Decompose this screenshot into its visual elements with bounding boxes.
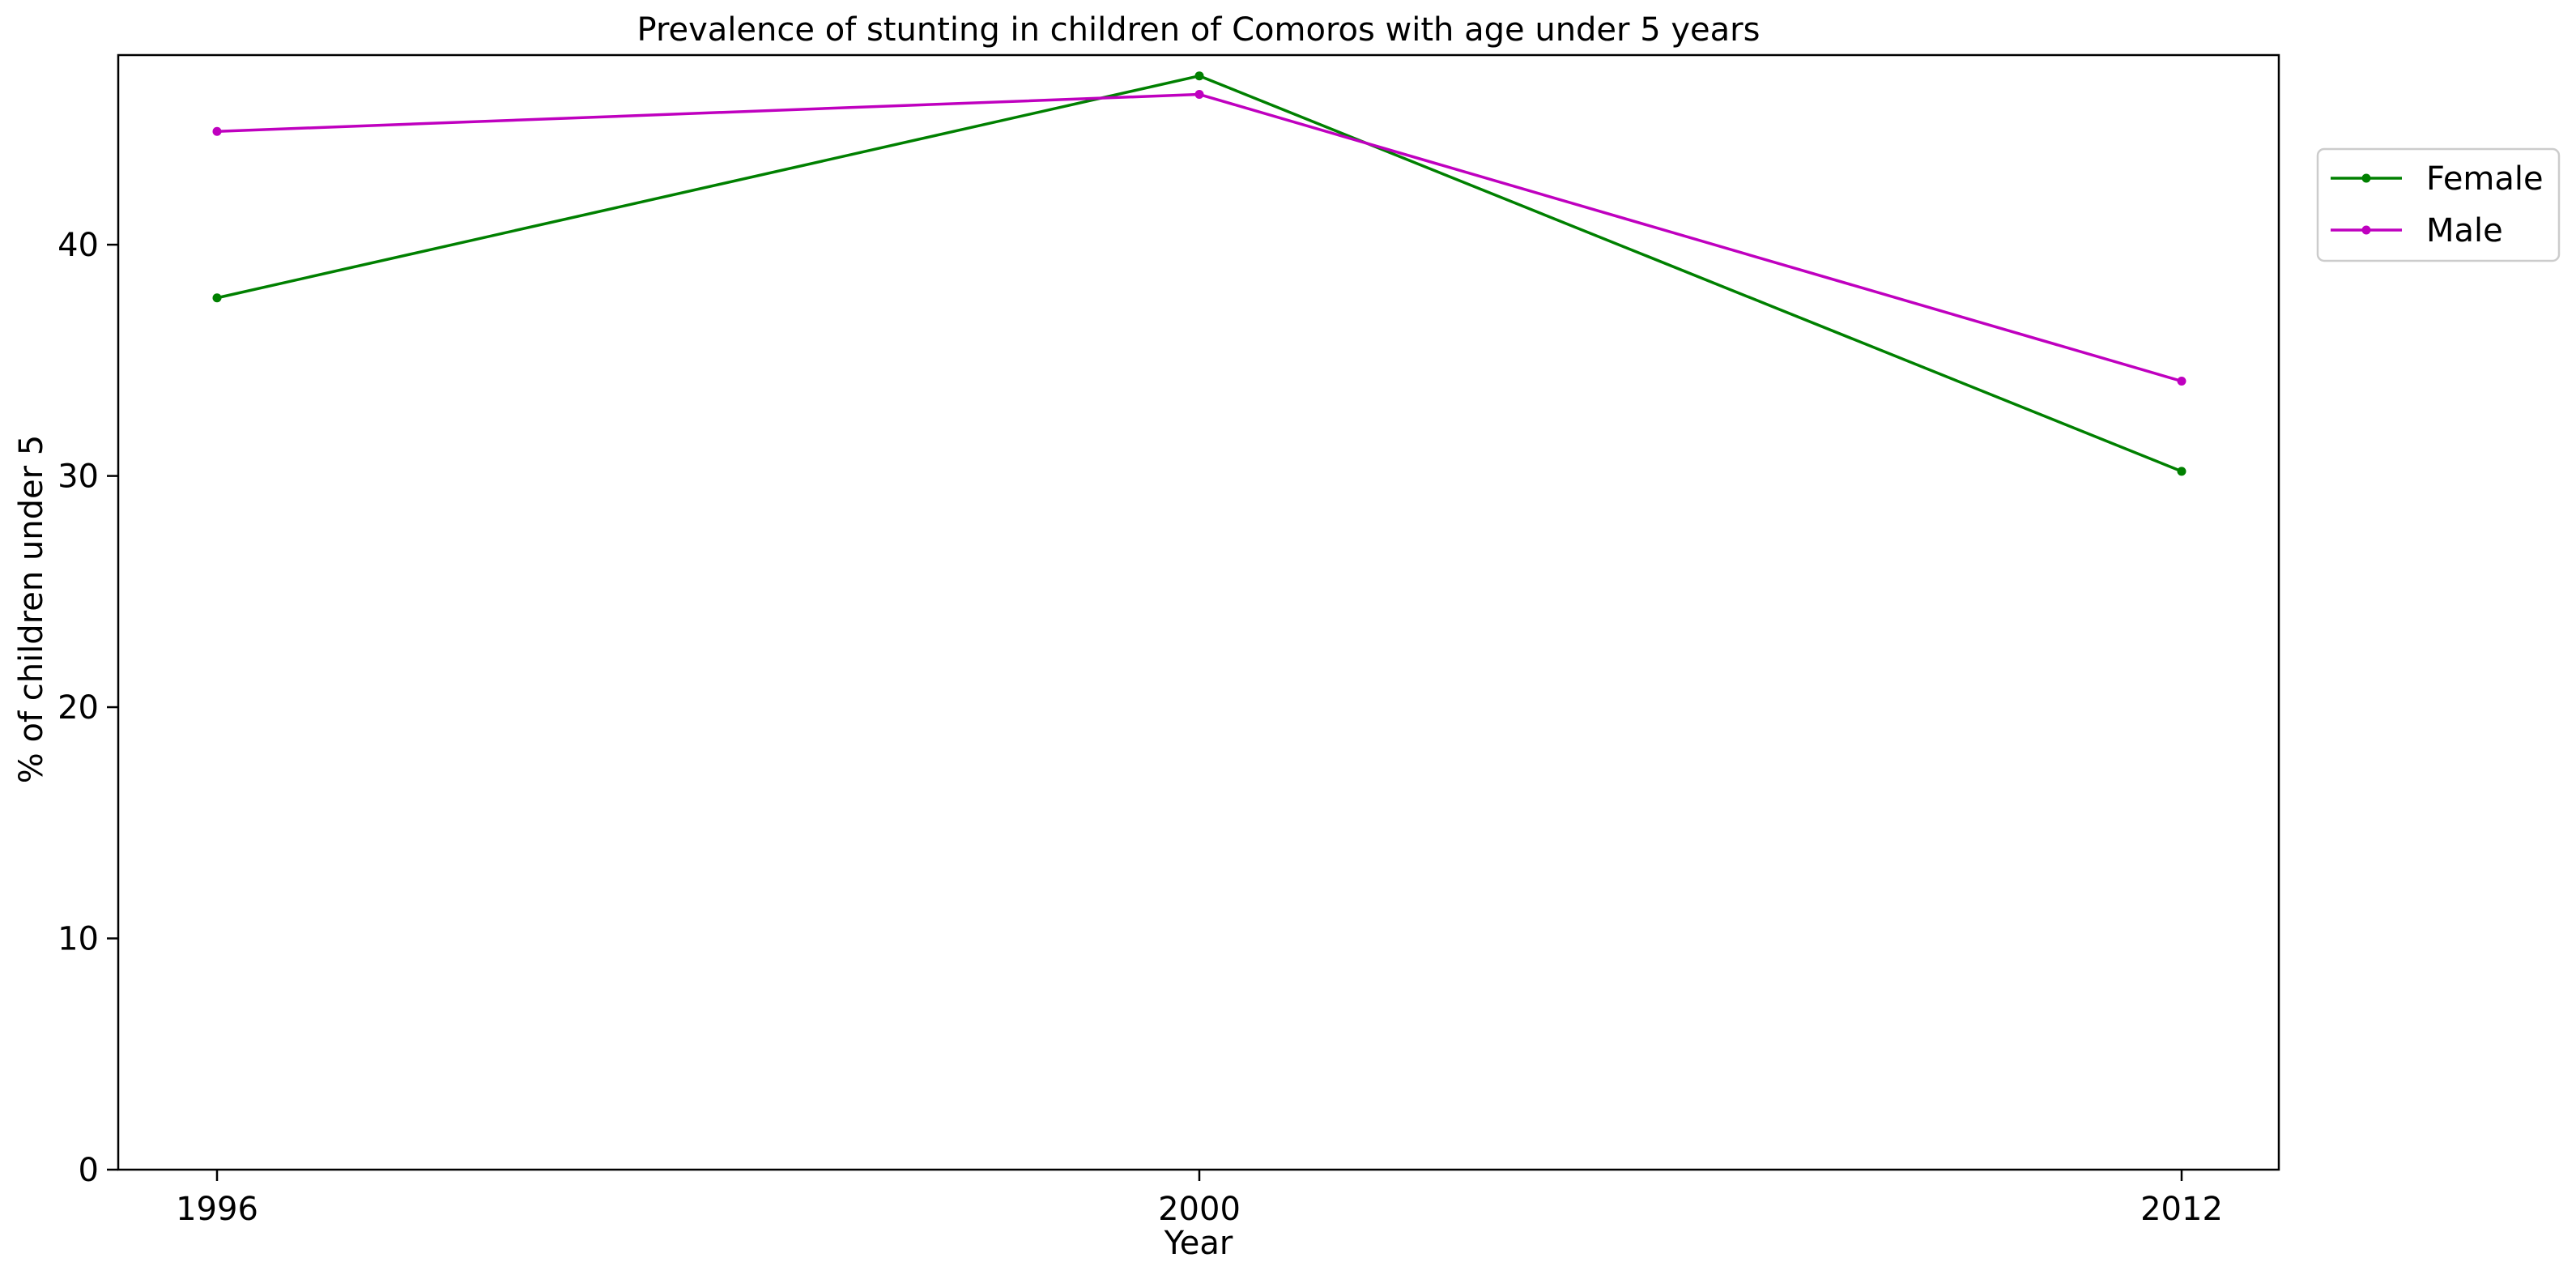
data-point-female (2177, 467, 2186, 476)
y-axis: 0 10 20 30 40 (57, 227, 118, 1189)
legend: Female Male (2316, 147, 2561, 262)
x-tick-label: 1996 (176, 1191, 258, 1228)
y-tick-label: 40 (57, 227, 99, 264)
data-point-male (2177, 377, 2186, 386)
x-tick-label: 2012 (2140, 1191, 2223, 1228)
data-point-male (1194, 90, 1204, 100)
y-tick-label: 10 (57, 921, 99, 958)
x-axis: 1996 2000 2012 (176, 1170, 2223, 1228)
x-tick-label: 2000 (1158, 1191, 1241, 1228)
legend-marker-male (2361, 225, 2371, 235)
legend-marker-female (2361, 173, 2371, 183)
y-tick-label: 20 (57, 689, 99, 727)
data-point-male (212, 126, 222, 136)
plot-frame (117, 53, 2280, 1171)
x-axis-label: Year (1164, 1225, 1233, 1262)
y-tick-label: 30 (57, 458, 99, 496)
data-point-female (212, 293, 222, 303)
legend-label-female: Female (2426, 160, 2544, 198)
series-layer (212, 71, 2186, 476)
data-point-female (1194, 71, 1204, 81)
chart-title: Prevalence of stunting in children of Co… (637, 11, 1761, 49)
y-axis-label: % of children under 5 (13, 435, 50, 784)
legend-label-male: Male (2426, 212, 2503, 249)
y-tick-label: 0 (79, 1152, 99, 1189)
